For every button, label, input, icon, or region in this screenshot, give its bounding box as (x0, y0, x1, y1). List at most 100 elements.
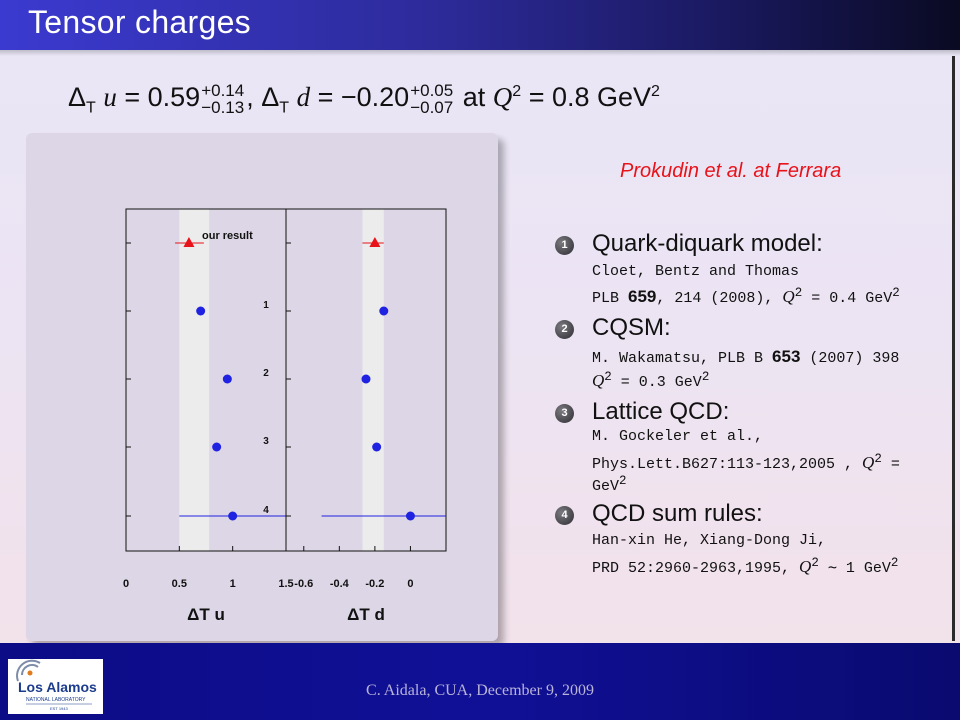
marker-triangle-1-0 (369, 237, 381, 247)
point-label-0: our result (202, 230, 253, 242)
point-label-3: 3 (263, 436, 269, 447)
du-minus: −0.13 (201, 97, 245, 117)
formula-gev-exp: 2 (651, 83, 660, 100)
band-0 (179, 209, 210, 551)
ref-1-q-exp: 2 (794, 286, 803, 300)
footer-text: C. Aidala, CUA, December 9, 2009 (366, 682, 594, 699)
ref-2-q: Q (592, 371, 605, 390)
attribution: Prokudin et al. at Ferrara (620, 160, 842, 182)
formula-q-value: = 0.8 GeV (528, 82, 652, 112)
dd-delta: Δ (261, 82, 280, 112)
ref-4-gev-exp: 2 (890, 556, 899, 570)
dd-errors: +0.05 −0.07 (410, 82, 453, 116)
ref-4-line-1: Han-xin He, Xiang-Dong Ji, (592, 532, 827, 549)
svg-text:Los Alamos: Los Alamos (18, 679, 97, 695)
dd-sub: T (279, 99, 290, 117)
dd-minus: −0.07 (410, 97, 454, 117)
ref-1-post: = 0.4 GeV (802, 290, 893, 307)
du-var: u (103, 82, 117, 112)
xaxis-label-0: ΔT u (187, 605, 225, 624)
ref-3-pre: Phys.Lett.B627:113-123,2005 , (592, 456, 863, 473)
ref-3-gev: GeV (592, 478, 620, 495)
ref-1-gev-exp: 2 (892, 286, 900, 300)
ref-2-q-exp: 2 (604, 370, 612, 384)
svg-text:EST 1943: EST 1943 (50, 706, 68, 711)
ref-3-post: = (881, 456, 900, 473)
axes-frame-1 (285, 208, 447, 552)
footer-bar: Los Alamos NATIONAL LABORATORY EST 1943 … (0, 643, 960, 720)
ref-3-q: Q (862, 453, 875, 472)
ref-1-mid: , 214 (2008), (656, 290, 783, 307)
formula-q-exp: 2 (512, 83, 522, 100)
ref-number-2: 2 (555, 320, 574, 339)
right-rule (952, 56, 955, 641)
tensor-charge-formula: ΔT u = 0.59 +0.14 −0.13, ΔT d = −0.20 +0.05… (68, 72, 660, 128)
ref-1-line-2: PLB 659, 214 (2008), Q2 = 0.4 GeV2 (592, 286, 900, 307)
ref-number-4: 4 (555, 506, 574, 525)
dd-plus: +0.05 (410, 80, 454, 100)
marker-circle-1-3 (372, 442, 382, 452)
du-delta: Δ (68, 82, 87, 112)
ref-2-line-1: M. Wakamatsu, PLB B 653 (2007) 398 (592, 347, 899, 367)
ref-heading-3: Lattice QCD: (592, 398, 730, 425)
svg-text:NATIONAL LABORATORY: NATIONAL LABORATORY (26, 697, 86, 703)
tensor-charge-chart: 0 0.5 1 1.5 ΔT u -0.6 -0.4 -0.2 0 ΔT d our result 1… (123, 208, 447, 624)
ref-1-pre: PLB (592, 290, 629, 307)
marker-circle-0-2 (222, 374, 232, 384)
xtick-label-1-1: -0.4 (330, 578, 350, 590)
marker-triangle-0-0 (183, 237, 195, 247)
ref-3-line-3: GeV2 (592, 474, 627, 495)
marker-circle-1-4 (405, 511, 415, 521)
ref-4-q: Q (799, 557, 812, 576)
ref-1-q: Q (782, 287, 795, 306)
title-bar: Tensor charges (0, 0, 960, 50)
ref-3-gev-exp: 2 (619, 474, 627, 488)
du-value: = 0.59 (124, 82, 201, 112)
ref-heading-4: QCD sum rules: (592, 500, 763, 527)
ref-3-q-exp: 2 (874, 452, 882, 466)
xaxis-label-1: ΔT d (347, 605, 385, 624)
ref-2-gev-exp: 2 (701, 370, 710, 384)
title-shadow (0, 50, 960, 56)
point-label-1: 1 (263, 300, 269, 311)
xtick-label-0-3: 1.5 (278, 578, 293, 590)
figure-panel: 0 0.5 1 1.5 ΔT u -0.6 -0.4 -0.2 0 ΔT d our result 1… (26, 133, 498, 641)
marker-circle-0-4 (228, 511, 238, 521)
ref-2-pre: M. Wakamatsu, PLB B (592, 350, 773, 367)
formula-sep: , (246, 82, 254, 112)
dd-var: d (296, 82, 311, 112)
ref-2-line-2: Q2 = 0.3 GeV2 (592, 370, 709, 391)
xtick-label-0-0: 0 (123, 578, 129, 590)
du-errors: +0.14 −0.13 (201, 82, 244, 116)
ref-heading-1: Quark-diquark model: (592, 230, 823, 257)
point-label-2: 2 (263, 368, 269, 379)
ref-2-bold: 653 (772, 347, 801, 366)
du-plus: +0.14 (201, 80, 245, 100)
logo-graphic: Los Alamos NATIONAL LABORATORY EST 1943 (16, 659, 97, 711)
slide-title: Tensor charges (28, 4, 251, 40)
formula-at: at (462, 82, 486, 112)
los-alamos-logo: Los Alamos NATIONAL LABORATORY EST 1943 (8, 659, 103, 714)
ref-4-q-exp: 2 (811, 556, 819, 570)
xtick-label-1-2: -0.2 (365, 578, 384, 590)
ref-4-line-2: PRD 52:2960-2963,1995, Q2 ∼ 1 GeV2 (592, 556, 898, 577)
du-sub: T (86, 99, 96, 117)
ref-4-pre: PRD 52:2960-2963,1995, (592, 560, 800, 577)
marker-circle-0-3 (212, 442, 222, 452)
marker-circle-0-1 (196, 306, 206, 316)
ref-4-post: ∼ 1 GeV (818, 560, 891, 577)
dd-value: = −0.20 (317, 82, 410, 112)
xtick-label-1-3: 0 (407, 578, 413, 590)
ref-number-3: 3 (555, 404, 574, 423)
ref-number-1: 1 (555, 236, 574, 255)
xtick-label-0-2: 1 (230, 578, 236, 590)
ref-1-line-1: Cloet, Bentz and Thomas (592, 263, 800, 280)
ref-3-line-1: M. Gockeler et al., (592, 428, 764, 445)
marker-circle-1-1 (379, 306, 389, 316)
ref-3-line-2: Phys.Lett.B627:113-123,2005 , Q2 = (592, 452, 900, 473)
band-1 (362, 209, 384, 551)
ref-2-post: = 0.3 GeV (611, 374, 702, 391)
ref-heading-2: CQSM: (592, 314, 671, 341)
formula-q: Q (492, 82, 513, 112)
xtick-label-1-0: -0.6 (294, 578, 313, 590)
